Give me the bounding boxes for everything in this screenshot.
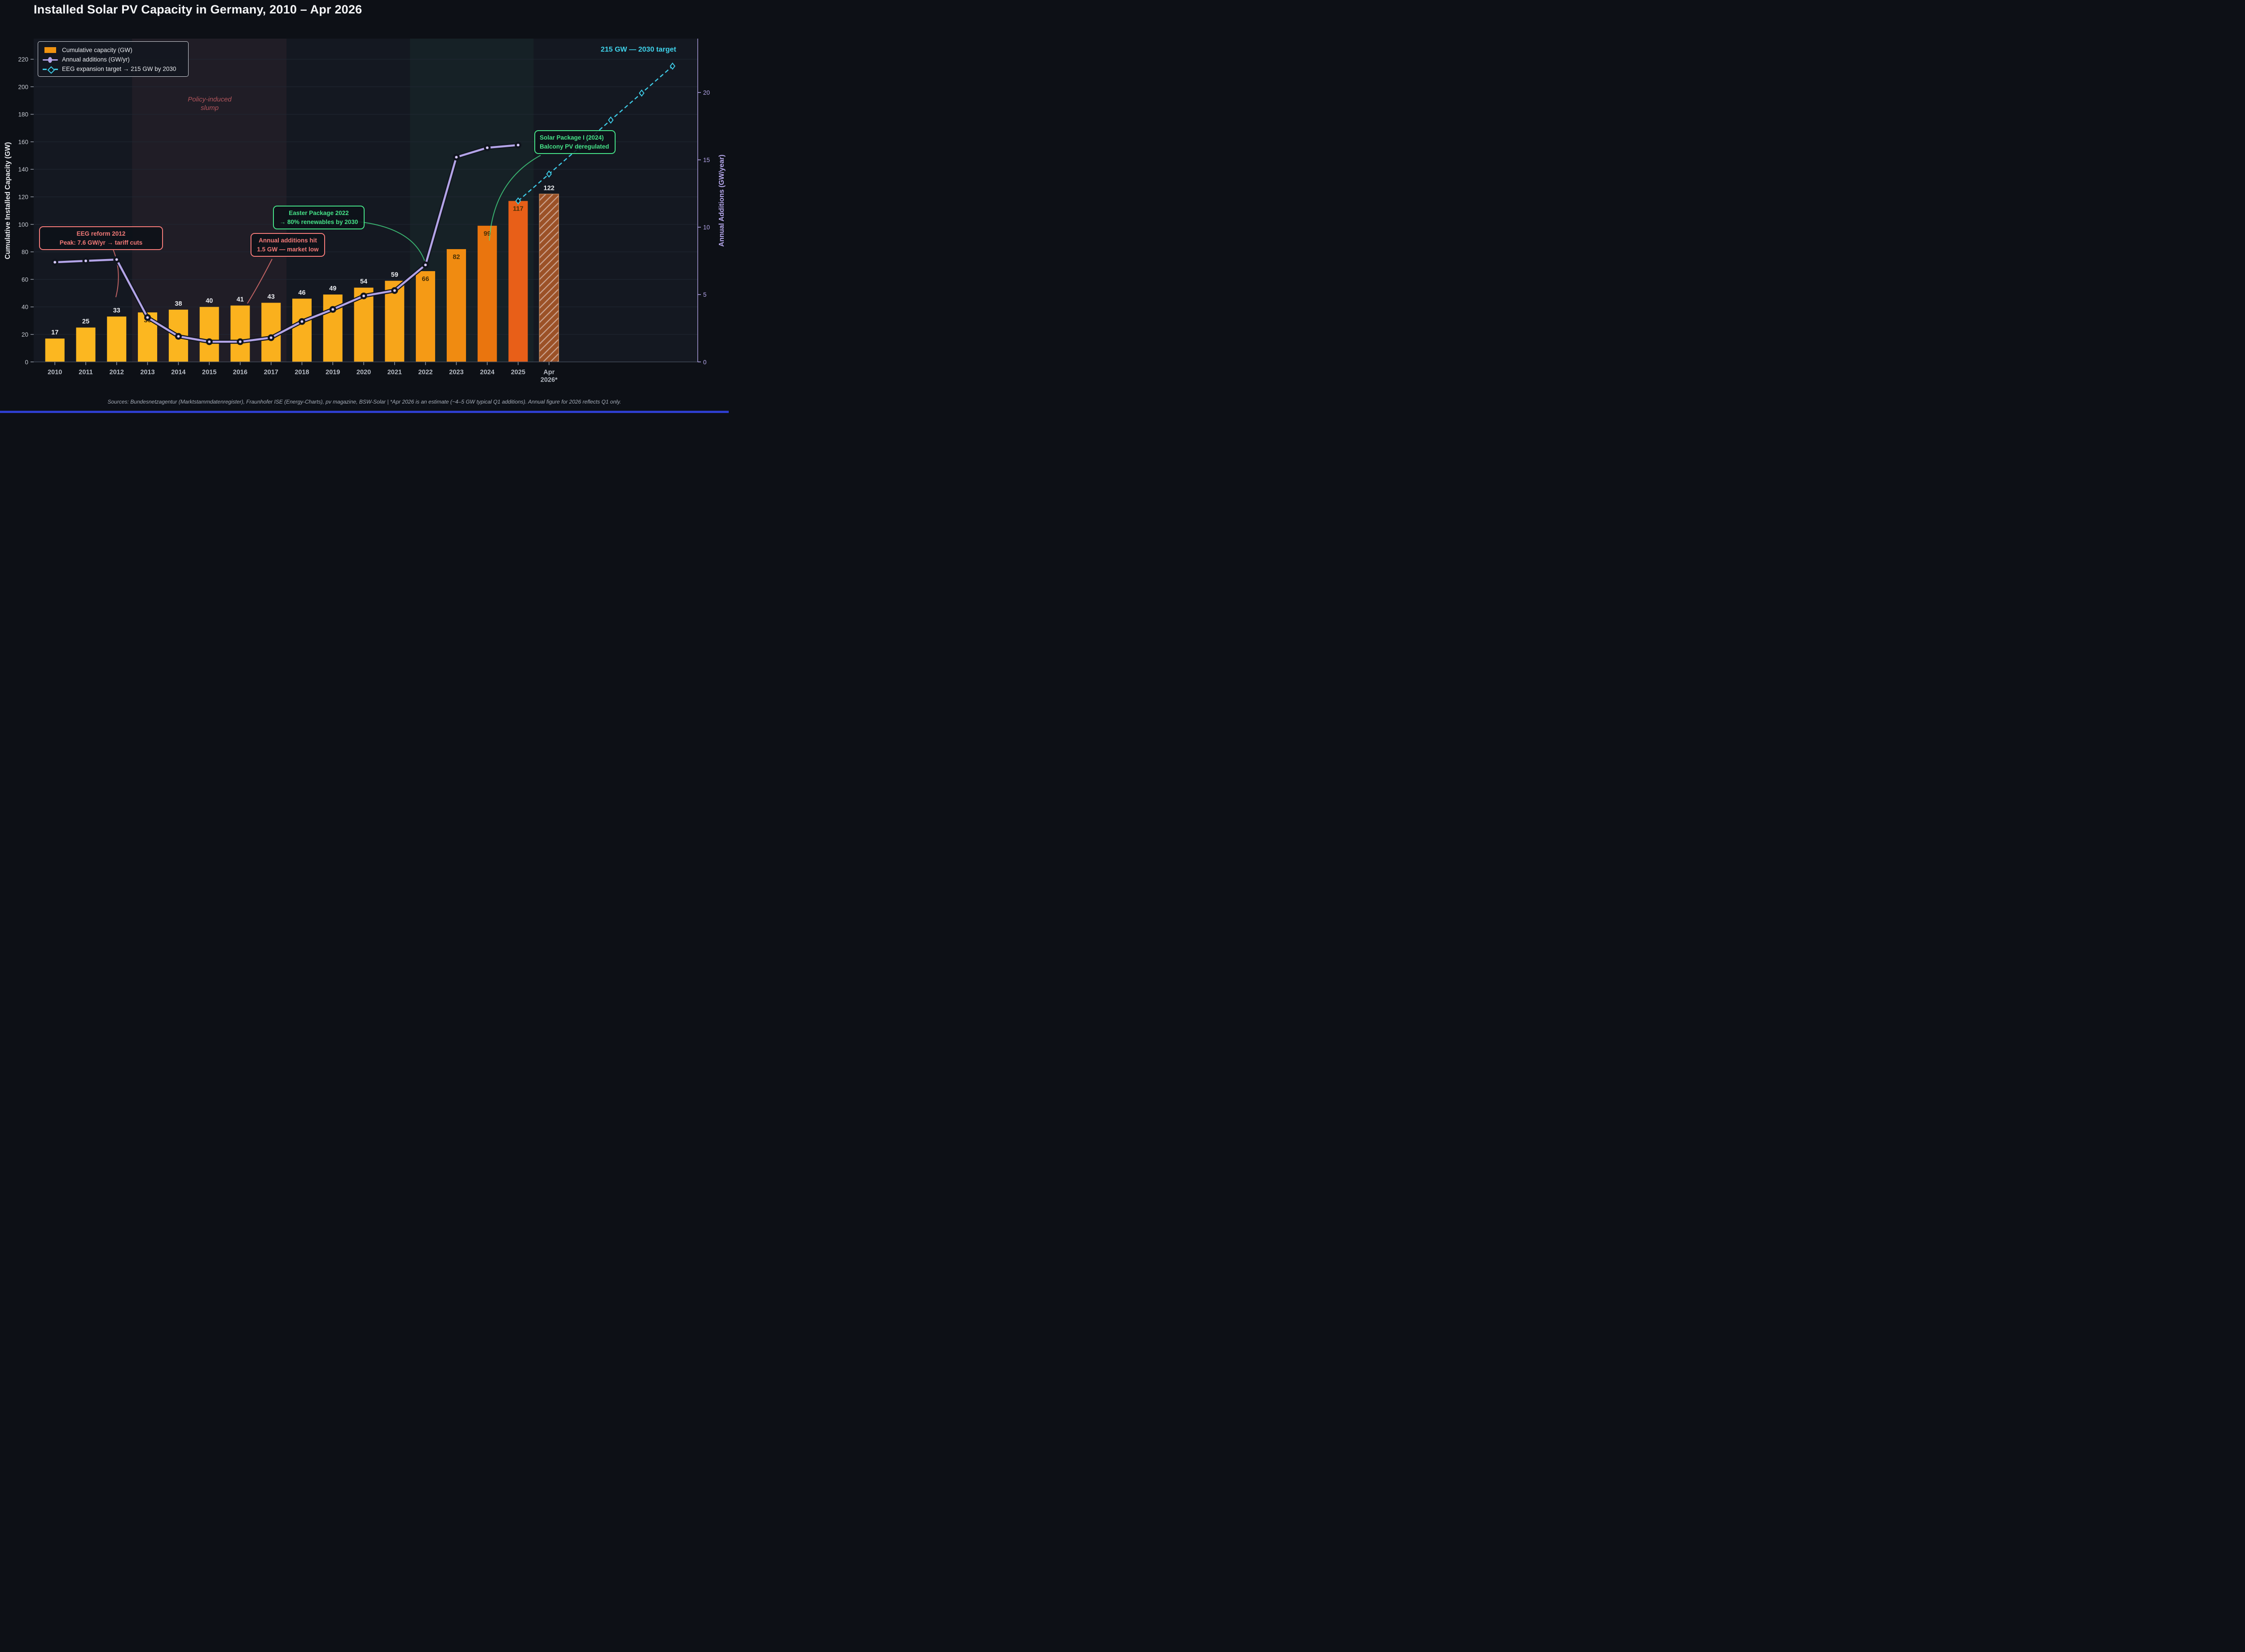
- svg-text:2015: 2015: [202, 369, 216, 376]
- svg-text:120: 120: [18, 193, 28, 200]
- annotation-easter-package: Easter Package 2022 → 80% renewables by …: [273, 206, 365, 230]
- annotation-solar-package: Solar Package I (2024) Balcony PV deregu…: [534, 130, 616, 154]
- svg-text:100: 100: [18, 221, 28, 228]
- svg-text:180: 180: [18, 111, 28, 118]
- gridlines: [34, 59, 698, 335]
- svg-text:2024: 2024: [480, 369, 494, 376]
- svg-text:2014: 2014: [171, 369, 185, 376]
- chart-figure: 1725333638404143464954596682991171222010…: [0, 0, 729, 413]
- svg-text:2018: 2018: [295, 369, 309, 376]
- legend-item-target: EEG expansion target → 215 GW by 2030: [43, 64, 184, 74]
- bottom-edge-strip: [0, 411, 729, 413]
- legend: Cumulative capacity (GW) Annual addition…: [38, 41, 189, 77]
- chart-title: Installed Solar PV Capacity in Germany, …: [34, 3, 362, 16]
- svg-text:122: 122: [544, 185, 555, 192]
- svg-text:10: 10: [703, 224, 710, 231]
- svg-text:2023: 2023: [449, 369, 463, 376]
- svg-text:2020: 2020: [357, 369, 371, 376]
- annotation-policy-slump: Policy-induced slump: [188, 96, 232, 112]
- svg-text:140: 140: [18, 166, 28, 173]
- legend-label: Cumulative capacity (GW): [62, 47, 132, 53]
- legend-item-additions: Annual additions (GW/yr): [43, 55, 184, 64]
- annotation-eeg-reform: EEG reform 2012 Peak: 7.6 GW/yr → tariff…: [39, 226, 163, 250]
- svg-text:80: 80: [22, 249, 28, 255]
- svg-text:2010: 2010: [48, 369, 62, 376]
- svg-text:82: 82: [453, 254, 460, 261]
- svg-text:66: 66: [422, 276, 429, 283]
- left-axis-title: Cumulative Installed Capacity (GW): [4, 142, 12, 259]
- svg-text:15: 15: [703, 157, 710, 163]
- sources-footer: Sources: Bundesnetzagentur (Marktstammda…: [107, 399, 621, 405]
- annotation-leaders: [113, 155, 541, 304]
- svg-text:54: 54: [360, 278, 367, 286]
- svg-text:41: 41: [237, 296, 244, 303]
- svg-text:2016: 2016: [233, 369, 247, 376]
- svg-text:2017: 2017: [264, 369, 278, 376]
- legend-label: EEG expansion target → 215 GW by 2030: [62, 66, 176, 72]
- right-axis-title: Annual Additions (GW/year): [718, 154, 726, 247]
- svg-text:59: 59: [391, 271, 398, 278]
- svg-text:38: 38: [175, 300, 182, 308]
- svg-text:2013: 2013: [140, 369, 154, 376]
- svg-text:43: 43: [268, 293, 275, 300]
- svg-text:2011: 2011: [79, 369, 92, 376]
- svg-text:2021: 2021: [387, 369, 402, 376]
- svg-text:49: 49: [329, 285, 336, 292]
- chart-canvas: 1725333638404143464954596682991171222010…: [18, 39, 710, 383]
- right-axis: 0 5 10 15 20: [697, 39, 710, 365]
- annotation-market-low: Annual additions hit 1.5 GW — market low: [251, 233, 325, 257]
- svg-text:2025: 2025: [511, 369, 525, 376]
- svg-text:40: 40: [22, 304, 28, 311]
- svg-text:17: 17: [51, 329, 58, 336]
- x-axis: 2010 2011 2012 2013 2014 2015 2016 2017 2018 2019…: [34, 361, 698, 383]
- left-axis: 0 20 40 60 80 100 120 140 160 180 200 220: [18, 56, 34, 365]
- svg-text:99: 99: [484, 230, 491, 237]
- svg-text:33: 33: [113, 307, 120, 314]
- legend-label: Annual additions (GW/yr): [62, 56, 130, 63]
- svg-text:200: 200: [18, 83, 28, 90]
- bars: 172533363840414346495459668299117122: [45, 185, 559, 362]
- svg-text:117: 117: [513, 206, 523, 213]
- svg-text:2019: 2019: [326, 369, 340, 376]
- svg-text:25: 25: [82, 318, 89, 325]
- svg-text:0: 0: [25, 359, 28, 365]
- svg-text:46: 46: [298, 289, 305, 296]
- legend-item-cumulative: Cumulative capacity (GW): [43, 45, 184, 55]
- bar-swatch-icon: [43, 47, 58, 54]
- target-line-label: 215 GW — 2030 target: [600, 46, 676, 53]
- line-marker-icon: [43, 56, 58, 63]
- svg-text:0: 0: [703, 359, 707, 365]
- dashed-diamond-icon: [43, 66, 58, 74]
- annual-additions-line: [51, 141, 522, 345]
- svg-text:220: 220: [18, 56, 28, 63]
- svg-text:2022: 2022: [418, 369, 432, 376]
- svg-text:40: 40: [206, 298, 213, 305]
- svg-text:2012: 2012: [110, 369, 124, 376]
- svg-text:5: 5: [703, 291, 707, 298]
- svg-text:60: 60: [22, 276, 28, 283]
- svg-text:160: 160: [18, 139, 28, 145]
- svg-text:20: 20: [22, 331, 28, 338]
- svg-text:20: 20: [703, 89, 710, 96]
